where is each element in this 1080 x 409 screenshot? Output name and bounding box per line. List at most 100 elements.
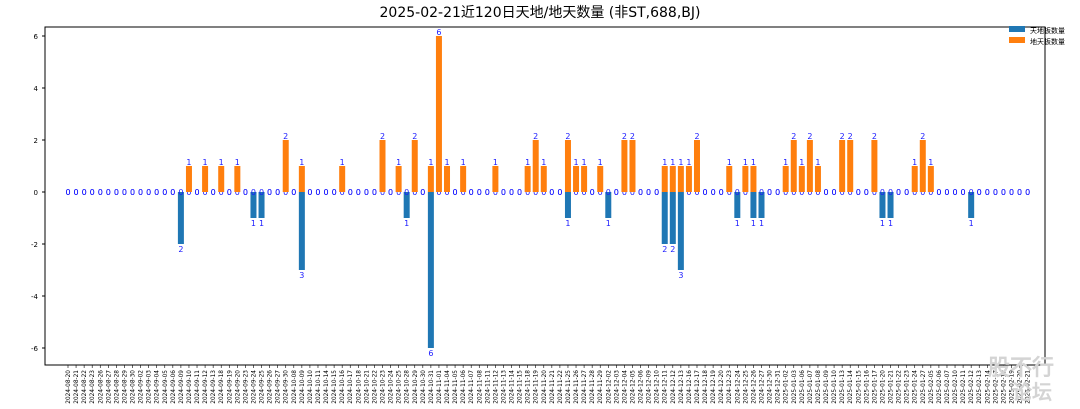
data-label-sky-down: 0 bbox=[291, 188, 296, 197]
data-label-sky-down: 0 bbox=[493, 188, 498, 197]
bar-sky-down bbox=[879, 192, 886, 218]
data-label-ground-up: 1 bbox=[525, 158, 530, 167]
bar-sky-down bbox=[734, 192, 741, 218]
x-tick-label: 2024-10-28 bbox=[405, 370, 411, 404]
x-tick-label: 2025-02-07 bbox=[945, 370, 951, 404]
x-tick-label: 2024-12-11 bbox=[663, 370, 669, 404]
data-label-ground-up: 0 bbox=[307, 188, 312, 197]
y-tick-label: -2 bbox=[31, 241, 38, 249]
legend: 天地板数量 地天板数量 bbox=[1009, 26, 1065, 46]
x-tick-label: 2025-02-05 bbox=[929, 370, 935, 404]
data-label-sky-down: 1 bbox=[888, 219, 893, 228]
data-label-sky-down: 0 bbox=[444, 188, 449, 197]
bar-sky-down bbox=[250, 192, 257, 218]
x-tick-label: 2024-12-19 bbox=[711, 370, 717, 404]
bar-sky-down bbox=[403, 192, 410, 218]
data-label-ground-up: 0 bbox=[211, 188, 216, 197]
data-label-sky-down: 0 bbox=[654, 188, 659, 197]
data-label-ground-up: 1 bbox=[662, 158, 667, 167]
bar-ground-up bbox=[750, 166, 757, 192]
data-label-ground-up: 0 bbox=[348, 188, 353, 197]
data-label-sky-down: 1 bbox=[606, 219, 611, 228]
x-tick-label: 2025-02-11 bbox=[961, 370, 967, 404]
data-label-ground-up: 1 bbox=[396, 158, 401, 167]
legend-swatch-sky-down bbox=[1009, 26, 1025, 32]
data-label-ground-up: 2 bbox=[791, 132, 796, 141]
data-label-sky-down: 0 bbox=[82, 188, 87, 197]
y-tick-label: 4 bbox=[34, 85, 39, 93]
data-label-ground-up: 0 bbox=[114, 188, 119, 197]
data-label-sky-down: 0 bbox=[98, 188, 103, 197]
data-label-ground-up: 0 bbox=[1009, 188, 1014, 197]
data-label-ground-up: 0 bbox=[356, 188, 361, 197]
bar-ground-up bbox=[597, 166, 604, 192]
x-tick-label: 2025-02-20 bbox=[1018, 370, 1024, 404]
data-label-sky-down: 0 bbox=[525, 188, 530, 197]
data-label-ground-up: 0 bbox=[162, 188, 167, 197]
bar-ground-up bbox=[621, 140, 628, 192]
data-label-sky-down: 0 bbox=[694, 188, 699, 197]
data-label-sky-down: 0 bbox=[686, 188, 691, 197]
data-label-sky-down: 0 bbox=[1017, 188, 1022, 197]
x-tick-label: 2024-11-05 bbox=[453, 370, 459, 404]
bar-ground-up bbox=[339, 166, 346, 192]
data-label-ground-up: 0 bbox=[864, 188, 869, 197]
data-label-ground-up: 0 bbox=[832, 188, 837, 197]
data-label-ground-up: 0 bbox=[888, 188, 893, 197]
data-label-sky-down: 0 bbox=[275, 188, 280, 197]
data-label-ground-up: 0 bbox=[74, 188, 79, 197]
data-label-sky-down: 0 bbox=[598, 188, 603, 197]
data-label-ground-up: 0 bbox=[606, 188, 611, 197]
bar-ground-up bbox=[629, 140, 636, 192]
data-label-sky-down: 0 bbox=[832, 188, 837, 197]
x-tick-label: 2024-11-26 bbox=[574, 370, 580, 404]
data-label-sky-down: 0 bbox=[719, 188, 724, 197]
x-tick-label: 2025-01-23 bbox=[905, 370, 911, 404]
data-label-sky-down: 0 bbox=[856, 188, 861, 197]
x-tick-label: 2025-02-14 bbox=[985, 370, 991, 404]
data-label-ground-up: 2 bbox=[694, 132, 699, 141]
data-label-ground-up: 0 bbox=[985, 188, 990, 197]
data-label-sky-down: 0 bbox=[622, 188, 627, 197]
data-label-ground-up: 0 bbox=[315, 188, 320, 197]
data-label-ground-up: 0 bbox=[646, 188, 651, 197]
data-label-ground-up: 1 bbox=[340, 158, 345, 167]
data-label-sky-down: 1 bbox=[251, 219, 256, 228]
data-label-ground-up: 1 bbox=[815, 158, 820, 167]
data-label-sky-down: 0 bbox=[703, 188, 708, 197]
x-tick-label: 2024-10-22 bbox=[372, 370, 378, 404]
data-label-sky-down: 0 bbox=[630, 188, 635, 197]
x-tick-label: 2024-09-10 bbox=[187, 370, 193, 404]
bar-ground-up bbox=[282, 140, 289, 192]
data-label-ground-up: 0 bbox=[775, 188, 780, 197]
x-tick-label: 2024-09-12 bbox=[203, 370, 209, 404]
data-label-ground-up: 0 bbox=[1017, 188, 1022, 197]
x-tick-label: 2024-09-27 bbox=[276, 370, 282, 404]
bar-ground-up bbox=[806, 140, 813, 192]
data-label-ground-up: 0 bbox=[388, 188, 393, 197]
x-tick-label: 2024-09-13 bbox=[211, 370, 217, 404]
x-tick-label: 2024-10-08 bbox=[292, 370, 298, 404]
data-label-ground-up: 0 bbox=[404, 188, 409, 197]
data-label-sky-down: 0 bbox=[372, 188, 377, 197]
x-tick-label: 2025-01-03 bbox=[792, 370, 798, 404]
data-label-ground-up: 1 bbox=[573, 158, 578, 167]
data-label-sky-down: 1 bbox=[969, 219, 974, 228]
x-tick-label: 2024-10-14 bbox=[324, 370, 330, 404]
data-label-ground-up: 0 bbox=[324, 188, 329, 197]
bar-sky-down bbox=[669, 192, 676, 244]
bar-sky-down bbox=[968, 192, 975, 218]
data-label-ground-up: 1 bbox=[799, 158, 804, 167]
x-tick-label: 2024-09-18 bbox=[219, 370, 225, 404]
data-label-ground-up: 0 bbox=[823, 188, 828, 197]
data-label-sky-down: 0 bbox=[791, 188, 796, 197]
bar-sky-down bbox=[427, 192, 434, 348]
bar-ground-up bbox=[726, 166, 733, 192]
data-label-sky-down: 1 bbox=[751, 219, 756, 228]
data-label-sky-down: 0 bbox=[114, 188, 119, 197]
data-label-sky-down: 1 bbox=[759, 219, 764, 228]
bar-ground-up bbox=[524, 166, 531, 192]
x-tick-label: 2025-02-21 bbox=[1026, 370, 1032, 404]
x-tick-label: 2024-10-31 bbox=[429, 370, 435, 404]
plot-area bbox=[44, 26, 1046, 366]
